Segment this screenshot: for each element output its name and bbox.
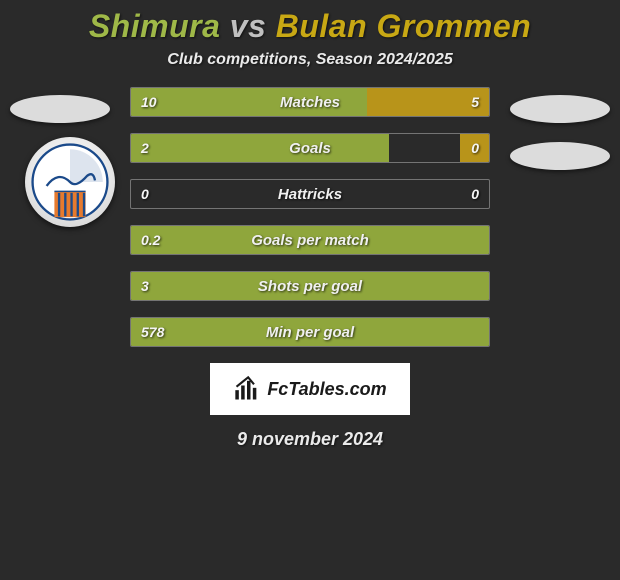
player-b-value: 0 (471, 180, 479, 208)
player-a-value: 0 (141, 180, 149, 208)
stat-bars: Matches105Goals20Hattricks00Goals per ma… (130, 87, 490, 347)
player-a-bar (131, 88, 367, 116)
player-b-name: Bulan Grommen (276, 8, 531, 44)
stat-row: Matches105 (130, 87, 490, 117)
stat-row: Shots per goal3 (130, 271, 490, 301)
player-b-value: 5 (471, 88, 479, 116)
player-a-value: 0.2 (141, 226, 160, 254)
brand-banner[interactable]: FcTables.com (210, 363, 410, 415)
player-a-value: 2 (141, 134, 149, 162)
stat-row: Goals20 (130, 133, 490, 163)
player-a-bar (131, 272, 489, 300)
brand-text: FcTables.com (267, 379, 386, 400)
player-b-badge-placeholder-1 (510, 95, 610, 123)
vs-separator: vs (230, 8, 267, 44)
player-b-value: 0 (471, 134, 479, 162)
player-b-badge-placeholder-2 (510, 142, 610, 170)
page-title: Shimura vs Bulan Grommen (0, 8, 620, 45)
player-a-bar (131, 226, 489, 254)
player-a-club-logo (25, 137, 115, 227)
club-crest-icon (31, 143, 109, 221)
player-a-name: Shimura (89, 8, 221, 44)
stat-row: Min per goal578 (130, 317, 490, 347)
player-a-value: 3 (141, 272, 149, 300)
main-area: Matches105Goals20Hattricks00Goals per ma… (0, 87, 620, 347)
player-a-bar (131, 134, 389, 162)
stat-label: Hattricks (131, 180, 489, 208)
subtitle: Club competitions, Season 2024/2025 (0, 51, 620, 69)
chart-icon (233, 375, 261, 403)
stat-row: Goals per match0.2 (130, 225, 490, 255)
player-a-value: 578 (141, 318, 164, 346)
player-a-badge-placeholder (10, 95, 110, 123)
player-a-bar (131, 318, 489, 346)
stat-row: Hattricks0 0 (130, 179, 490, 209)
player-a-value: 10 (141, 88, 157, 116)
comparison-card: Shimura vs Bulan Grommen Club competitio… (0, 0, 620, 450)
date-text: 9 november 2024 (0, 429, 620, 450)
